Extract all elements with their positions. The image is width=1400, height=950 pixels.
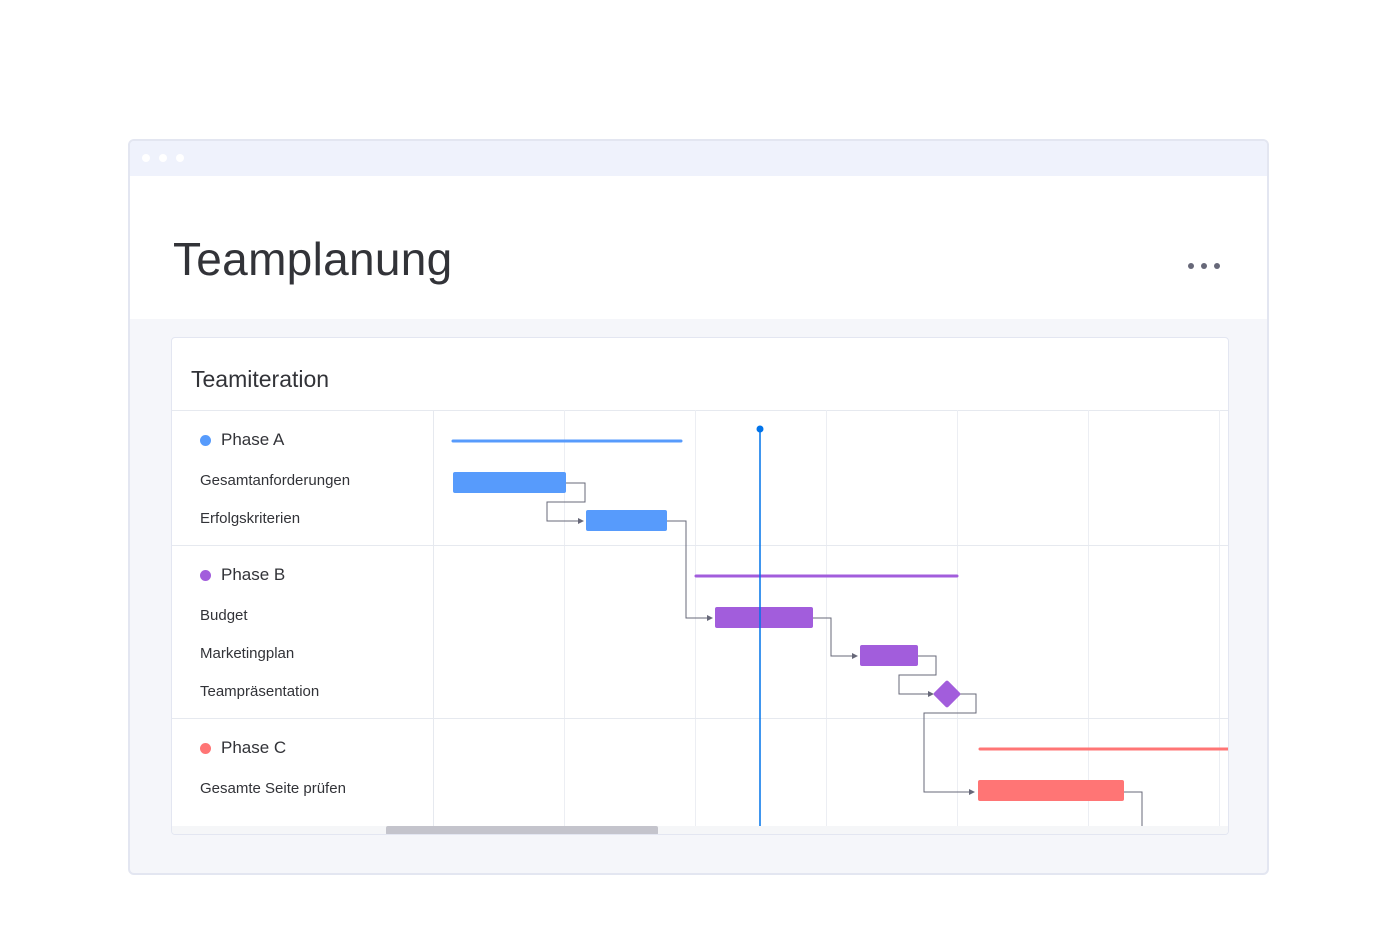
phase-color-dot xyxy=(200,569,211,581)
timeline-grid-line xyxy=(957,410,958,826)
timeline-grid-line xyxy=(1219,410,1220,826)
task-bar-gesamte-seite-pruefen[interactable] xyxy=(978,780,1124,801)
task-bar-gesamtanforderungen[interactable] xyxy=(453,472,566,493)
milestone-diamond-icon[interactable] xyxy=(933,680,961,708)
task-bar-marketingplan[interactable] xyxy=(860,645,918,666)
task-label-erfolgskriterien[interactable]: Erfolgskriterien xyxy=(200,510,301,527)
page-header: Teamplanung xyxy=(130,176,1267,319)
divider xyxy=(172,410,1228,411)
page-title: Teamplanung xyxy=(173,233,453,285)
phase-label: Phase C xyxy=(221,738,287,757)
task-bar-erfolgskriterien[interactable] xyxy=(586,510,667,531)
app-window: Teamplanung Teamiteration Phase A Gesamt… xyxy=(128,139,1269,875)
window-dot-icon xyxy=(159,154,167,162)
horizontal-scrollbar-track[interactable] xyxy=(172,826,1228,834)
phase-label: Phase B xyxy=(221,565,286,584)
more-dot xyxy=(1201,263,1207,269)
horizontal-scrollbar-thumb[interactable] xyxy=(386,826,658,834)
divider xyxy=(172,718,1228,719)
gantt-board: Teamiteration Phase A Gesamtanforderunge… xyxy=(171,337,1229,835)
timeline-grid-line xyxy=(1088,410,1089,826)
task-bar-budget[interactable] xyxy=(715,607,813,628)
task-label-budget[interactable]: Budget xyxy=(200,607,248,624)
phase-a-group-header[interactable]: Phase A xyxy=(200,430,284,450)
timeline-grid-line xyxy=(564,410,565,826)
phase-color-dot xyxy=(200,434,211,446)
today-marker-dot xyxy=(756,425,764,433)
board-title: Teamiteration xyxy=(191,366,330,392)
divider xyxy=(172,545,1228,546)
more-dot xyxy=(1188,263,1194,269)
phase-label: Phase A xyxy=(221,430,285,449)
more-dot xyxy=(1214,263,1220,269)
more-options-button[interactable] xyxy=(1186,258,1226,274)
divider xyxy=(433,410,434,826)
gantt-timeline xyxy=(451,425,1228,826)
phase-color-dot xyxy=(200,742,211,754)
phase-c-group-header[interactable]: Phase C xyxy=(200,738,286,758)
task-label-gesamtanforderungen[interactable]: Gesamtanforderungen xyxy=(200,472,351,489)
phase-b-group-header[interactable]: Phase B xyxy=(200,565,285,585)
task-label-marketingplan[interactable]: Marketingplan xyxy=(200,645,295,662)
window-dot-icon xyxy=(176,154,184,162)
window-titlebar xyxy=(130,141,1267,176)
window-dot-icon xyxy=(142,154,150,162)
task-label-gesamte-seite-pruefen[interactable]: Gesamte Seite prüfen xyxy=(200,780,346,797)
dependency-lines xyxy=(546,482,1143,826)
task-label-teampraesentation[interactable]: Teampräsentation xyxy=(200,683,320,700)
